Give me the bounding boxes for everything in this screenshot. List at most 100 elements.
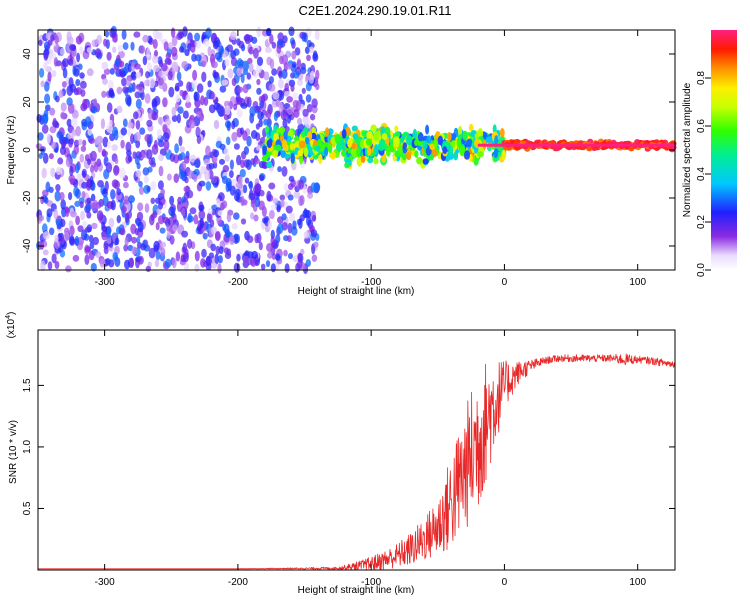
- heatmap-cell: [266, 139, 273, 148]
- heatmap-cell: [155, 32, 162, 39]
- heatmap-cell: [57, 157, 64, 165]
- heatmap-cell: [88, 250, 95, 261]
- heatmap-cell: [215, 245, 220, 255]
- heatmap-cell: [46, 208, 53, 218]
- heatmap-cell: [102, 136, 109, 148]
- heatmap-cell: [285, 205, 293, 214]
- spectrogram-y-axis: -40 -20 0 20 40: [22, 48, 675, 253]
- heatmap-cell: [416, 157, 423, 165]
- heatmap-cell: [493, 149, 498, 159]
- heatmap-cell: [69, 177, 74, 185]
- heatmap-cell: [286, 96, 293, 103]
- heatmap-cell: [295, 100, 301, 112]
- heatmap-cell: [52, 117, 57, 128]
- heatmap-cell: [256, 56, 264, 66]
- heatmap-cell: [219, 106, 225, 116]
- heatmap-cell: [93, 98, 98, 109]
- heatmap-cell: [84, 116, 92, 127]
- heatmap-cell: [240, 127, 244, 135]
- snr-x-label: Height of straight line (km): [298, 585, 415, 596]
- heatmap-cell: [134, 228, 139, 236]
- heatmap-cell: [289, 212, 296, 222]
- heatmap-cell: [152, 39, 158, 49]
- heatmap-cell: [203, 158, 211, 166]
- heatmap-cell: [274, 144, 282, 152]
- x-tick-label: 0: [502, 277, 508, 288]
- x-tick-label: 0: [502, 577, 508, 588]
- heatmap-cell: [153, 139, 158, 149]
- heatmap-cell: [69, 225, 75, 236]
- heatmap-cell: [158, 154, 164, 162]
- heatmap-cell: [360, 155, 366, 164]
- heatmap-cell: [304, 118, 311, 129]
- heatmap-cell: [106, 236, 112, 245]
- heatmap-cell: [75, 125, 81, 137]
- heatmap-cell: [92, 236, 100, 246]
- heatmap-cell: [119, 227, 126, 236]
- heatmap-cell: [298, 218, 303, 230]
- heatmap-cell: [307, 192, 314, 199]
- heatmap-cell: [492, 124, 497, 134]
- heatmap-cell: [377, 144, 385, 151]
- heatmap-cell: [308, 77, 314, 84]
- heatmap-cell: [269, 209, 275, 220]
- heatmap-cell: [207, 213, 213, 221]
- heatmap-cell: [157, 77, 164, 85]
- heatmap-cell: [290, 84, 295, 92]
- heatmap-cell: [412, 128, 417, 140]
- heatmap-cell: [216, 198, 221, 210]
- heatmap-cell: [214, 253, 219, 265]
- heatmap-cell: [80, 80, 87, 89]
- heatmap-cell: [233, 212, 240, 220]
- heatmap-cell: [302, 209, 310, 218]
- heatmap-cell: [81, 229, 88, 241]
- heatmap-cell: [281, 213, 287, 221]
- heatmap-cell: [468, 123, 474, 132]
- heatmap-cell: [74, 163, 80, 174]
- x-tick-label: -300: [95, 577, 115, 588]
- heatmap-cell: [163, 41, 169, 51]
- heatmap-cell: [214, 52, 222, 61]
- heatmap-cell: [276, 204, 281, 213]
- heatmap-cell: [305, 94, 312, 103]
- heatmap-cell: [286, 135, 292, 142]
- heatmap-cell: [124, 236, 129, 247]
- heatmap-cell: [60, 111, 66, 119]
- colorbar-ticks: 0.0 0.2 0.4 0.6 0.8: [696, 71, 711, 277]
- heatmap-cell: [628, 146, 635, 152]
- heatmap-cell: [311, 98, 318, 108]
- heatmap-cell: [485, 136, 493, 143]
- heatmap-cell: [88, 137, 95, 144]
- heatmap-cell: [255, 106, 262, 113]
- heatmap-cell: [221, 200, 228, 209]
- y-tick-label: -20: [22, 190, 33, 205]
- heatmap-cell: [239, 168, 246, 178]
- heatmap-cell: [99, 258, 106, 268]
- heatmap-cell: [171, 35, 178, 47]
- heatmap-cell: [66, 36, 74, 45]
- heatmap-cell: [111, 126, 118, 137]
- heatmap-cell: [300, 67, 307, 75]
- heatmap-cell: [160, 247, 166, 257]
- heatmap-cell: [135, 120, 141, 130]
- heatmap-cell: [296, 58, 302, 69]
- heatmap-cell: [62, 67, 68, 79]
- heatmap-cell: [85, 180, 92, 191]
- colorbar-tick-label: 0.4: [696, 167, 707, 181]
- heatmap-cell: [194, 54, 202, 62]
- heatmap-cell: [185, 94, 191, 103]
- heatmap-cell: [157, 180, 164, 190]
- heatmap-cell: [634, 139, 641, 145]
- heatmap-cell: [236, 96, 243, 105]
- heatmap-cell: [38, 241, 44, 250]
- heatmap-cell: [112, 251, 118, 262]
- heatmap-cell: [129, 257, 134, 268]
- heatmap-cell: [268, 83, 276, 92]
- heatmap-cell: [187, 238, 193, 249]
- heatmap-cell: [299, 195, 305, 206]
- heatmap-cell: [39, 68, 45, 78]
- heatmap-cell: [297, 258, 303, 270]
- heatmap-cell: [80, 210, 85, 221]
- heatmap-cell: [233, 143, 240, 150]
